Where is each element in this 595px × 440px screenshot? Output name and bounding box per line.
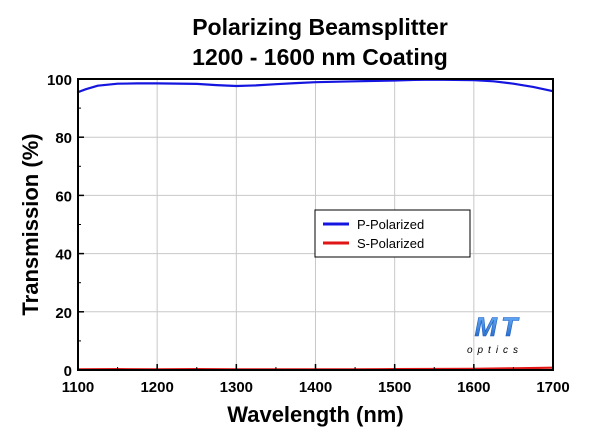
chart-title-line-2: 1200 - 1600 nm Coating — [192, 44, 448, 70]
x-tick-label: 1600 — [457, 379, 490, 396]
legend-box — [314, 209, 471, 258]
y-tick-label: 60 — [55, 188, 72, 205]
x-axis-label: Wavelength (nm) — [227, 402, 403, 427]
x-tick-label: 1500 — [378, 379, 411, 396]
x-tick-label: 1700 — [536, 379, 569, 396]
logo-subtext: optics — [467, 345, 523, 356]
y-tick-label: 40 — [55, 247, 72, 264]
mt-optics-logo: MT optics — [467, 312, 523, 356]
legend: P-Polarized S-Polarized — [314, 209, 471, 258]
x-tick-label: 1400 — [299, 379, 332, 396]
x-tick-label: 1200 — [140, 379, 173, 396]
y-axis-label: Transmission (%) — [18, 133, 43, 315]
legend-label-p-polarized: P-Polarized — [357, 217, 424, 232]
logo-mark-text: MT — [475, 312, 522, 342]
axis-tick-labels: 1100 1200 1300 1400 1500 1600 1700 0 20 40 60 80 100 — [47, 72, 570, 396]
y-tick-label: 80 — [55, 130, 72, 147]
axis-ticks — [77, 78, 554, 371]
legend-label-s-polarized: S-Polarized — [357, 236, 424, 251]
x-tick-label: 1300 — [220, 379, 253, 396]
y-tick-label: 0 — [64, 363, 72, 380]
y-tick-label: 20 — [55, 305, 72, 322]
series-line-p-polarized — [76, 78, 555, 94]
y-tick-label: 100 — [47, 72, 72, 89]
chart-title-line-1: Polarizing Beamsplitter — [192, 14, 448, 40]
x-tick-label: 1100 — [62, 379, 95, 396]
